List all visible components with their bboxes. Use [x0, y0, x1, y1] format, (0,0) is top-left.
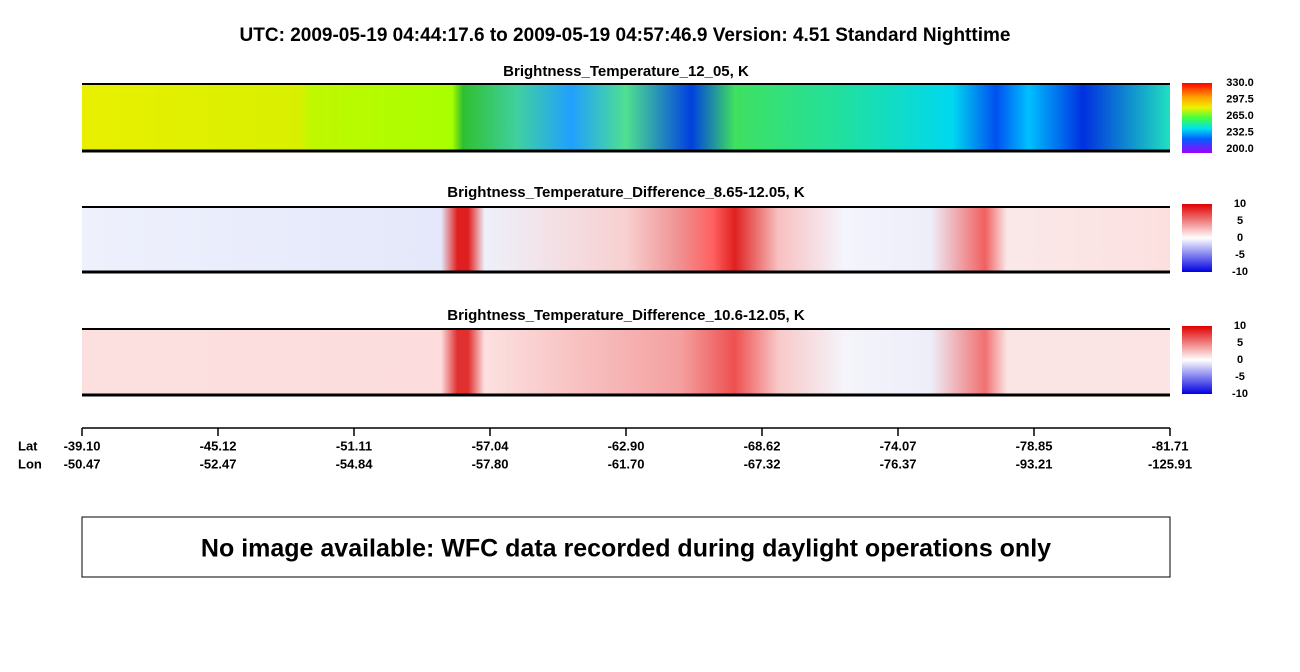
- lat-tick-label: -57.04: [472, 438, 510, 453]
- lon-label: Lon: [18, 456, 42, 471]
- lat-tick-label: -62.90: [608, 438, 645, 453]
- colorbar: [1182, 83, 1212, 153]
- lon-tick-label: -52.47: [200, 456, 237, 471]
- panel-title: Brightness_Temperature_Difference_10.6-1…: [447, 307, 805, 324]
- colorbar: [1182, 326, 1212, 394]
- image-strip: [82, 207, 1170, 272]
- lat-label: Lat: [18, 438, 38, 453]
- lon-tick-label: -125.91: [1148, 456, 1192, 471]
- colorbar-label: -10: [1232, 266, 1248, 278]
- colorbar-label: -5: [1235, 371, 1245, 383]
- lon-tick-label: -61.70: [608, 456, 645, 471]
- panel-title: Brightness_Temperature_Difference_8.65-1…: [447, 184, 805, 201]
- colorbar-label: 10: [1234, 320, 1246, 332]
- colorbar-label: 5: [1237, 337, 1243, 349]
- colorbar: [1182, 204, 1212, 272]
- colorbar-label: -5: [1235, 249, 1245, 261]
- colorbar-label: 5: [1237, 215, 1243, 227]
- message-box: [81, 516, 1171, 578]
- colorbar-label: 10: [1234, 198, 1246, 210]
- colorbar-label: 232.5: [1226, 126, 1254, 138]
- lat-tick-label: -78.85: [1016, 438, 1053, 453]
- colorbar-label: -10: [1232, 388, 1248, 400]
- colorbar-label: 200.0: [1226, 143, 1254, 155]
- lon-tick-label: -57.80: [472, 456, 509, 471]
- lat-tick-label: -74.07: [880, 438, 917, 453]
- lat-tick-label: -39.10: [64, 438, 101, 453]
- image-strip: [82, 84, 1170, 151]
- colorbar-label: 0: [1237, 232, 1243, 244]
- colorbar-label: 330.0: [1226, 77, 1254, 89]
- image-strip: [82, 329, 1170, 395]
- lon-tick-label: -54.84: [336, 456, 374, 471]
- colorbar-label: 265.0: [1226, 110, 1254, 122]
- lon-tick-label: -76.37: [880, 456, 917, 471]
- lat-tick-label: -81.71: [1152, 438, 1189, 453]
- lon-tick-label: -50.47: [64, 456, 101, 471]
- message: No image available: WFC data recorded du…: [201, 535, 1051, 563]
- lon-tick-label: -93.21: [1016, 456, 1053, 471]
- lat-tick-label: -45.12: [200, 438, 237, 453]
- colorbar-label: 0: [1237, 354, 1243, 366]
- lat-tick-label: -51.11: [336, 438, 372, 453]
- lon-tick-label: -67.32: [744, 456, 781, 471]
- panel-title: Brightness_Temperature_12_05, K: [503, 63, 749, 80]
- colorbar-label: 297.5: [1226, 93, 1254, 105]
- title: UTC: 2009-05-19 04:44:17.6 to 2009-05-19…: [240, 25, 1011, 46]
- lat-tick-label: -68.62: [744, 438, 781, 453]
